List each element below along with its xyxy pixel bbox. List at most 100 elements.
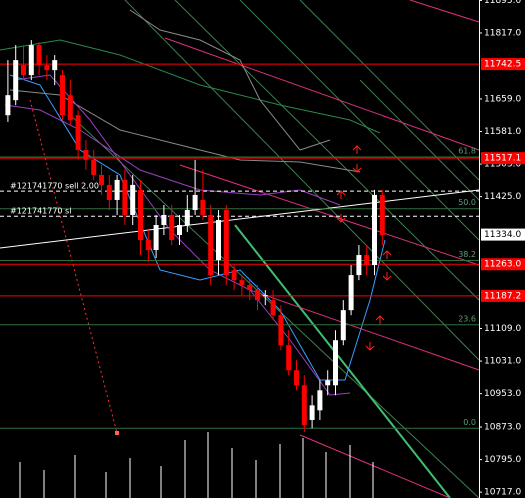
candle-body — [340, 310, 346, 341]
candle-body — [106, 184, 112, 200]
moving-average — [129, 9, 331, 151]
candle-body — [278, 315, 284, 346]
y-tick-label: 10717.0 — [484, 488, 521, 498]
candle-body — [286, 345, 292, 371]
arrow-down — [336, 214, 346, 223]
candle-body — [301, 385, 307, 425]
candle-body — [309, 405, 315, 420]
candle-body — [36, 45, 42, 66]
channel-line — [124, 0, 480, 361]
arrow-up — [382, 250, 392, 259]
candle-body — [83, 149, 89, 160]
y-tick-label: 10795.0 — [484, 455, 521, 465]
candle-body — [60, 75, 65, 116]
moving-average — [4, 104, 341, 206]
y-tick-label: 11659.0 — [484, 94, 521, 104]
candle-body — [52, 60, 58, 71]
fib-label: 61.8 — [458, 146, 476, 155]
volume — [19, 432, 374, 498]
candle-body — [356, 255, 362, 276]
moving-average — [9, 74, 386, 381]
candle-body — [231, 270, 237, 281]
candle-body — [153, 224, 159, 251]
moving-average — [0, 39, 381, 134]
level-label: 11263.0 — [484, 260, 521, 270]
candle-body — [91, 159, 97, 175]
y-tick-label: 10953.0 — [484, 389, 521, 399]
dotted-line — [29, 99, 118, 434]
fib-label: 50.0 — [458, 198, 476, 207]
candle-body — [379, 194, 385, 236]
candle-body — [294, 370, 299, 386]
level-label: 11517.1 — [484, 154, 521, 164]
candle-body — [216, 219, 221, 261]
level-label: 11742.5 — [484, 60, 521, 70]
candle-body — [348, 275, 354, 311]
candle-body — [255, 290, 260, 301]
candle-body — [262, 295, 268, 297]
candle-body — [317, 390, 323, 411]
y-tick-label: 11425.0 — [484, 192, 521, 202]
level-badge — [481, 258, 525, 271]
y-tick-label: 11109.0 — [484, 324, 521, 334]
candle-body — [247, 285, 253, 291]
regression-line — [0, 189, 480, 249]
level-badge — [481, 58, 525, 71]
level-badge — [481, 228, 525, 241]
fib-label: 38.2 — [458, 250, 476, 259]
arrow-down — [352, 164, 362, 173]
level-label: 11334.0 — [484, 230, 521, 240]
candle-body — [364, 255, 370, 266]
candle-body — [130, 184, 136, 215]
channel-line — [299, 0, 480, 181]
arrow-up — [336, 190, 346, 199]
candle-body — [333, 340, 338, 386]
channel-line — [359, 79, 480, 201]
y-tick-label: 11581.0 — [484, 127, 521, 137]
candle-body — [208, 214, 214, 276]
channel-line — [164, 37, 480, 151]
candle-body — [372, 194, 377, 266]
fib-label: 23.6 — [458, 314, 476, 323]
arrow-up — [352, 145, 362, 154]
candle-body — [13, 60, 19, 101]
arrow-up — [375, 315, 385, 324]
candle-body — [21, 65, 26, 76]
level-label: 11187.2 — [484, 291, 521, 301]
arrow-down — [365, 342, 375, 351]
channel-line — [239, 0, 480, 241]
marker — [115, 431, 119, 435]
channel-line — [179, 164, 480, 266]
level-badge — [481, 152, 525, 165]
channel-line — [234, 224, 451, 498]
y-tick-label: 11895.0 — [484, 0, 521, 6]
candle-body — [161, 214, 167, 225]
y-tick-label: 10873.0 — [484, 423, 521, 433]
channel-line — [249, 289, 480, 371]
candle-body — [44, 65, 50, 71]
candle-body — [223, 209, 229, 276]
candle-body — [99, 174, 104, 185]
candle-body — [145, 240, 151, 251]
price-axis — [479, 0, 525, 498]
level-badge — [481, 289, 525, 302]
candle-body — [325, 380, 331, 386]
candle-body — [114, 179, 120, 200]
candle-body — [184, 209, 190, 225]
arrows — [336, 145, 392, 351]
candle-body — [122, 179, 128, 215]
candle-body — [5, 95, 11, 116]
candle-body — [169, 214, 175, 241]
arrow-down — [382, 272, 392, 281]
y-tick-label: 11031.0 — [484, 357, 521, 367]
channel-line — [409, 0, 480, 23]
candle-body — [75, 115, 81, 150]
fib-label: 0.0 — [463, 418, 476, 427]
y-tick-label: 11503.0 — [484, 160, 521, 170]
channel-line — [174, 0, 480, 301]
candle-body — [177, 224, 182, 236]
candle-body — [28, 45, 34, 76]
candle-body — [192, 194, 198, 210]
